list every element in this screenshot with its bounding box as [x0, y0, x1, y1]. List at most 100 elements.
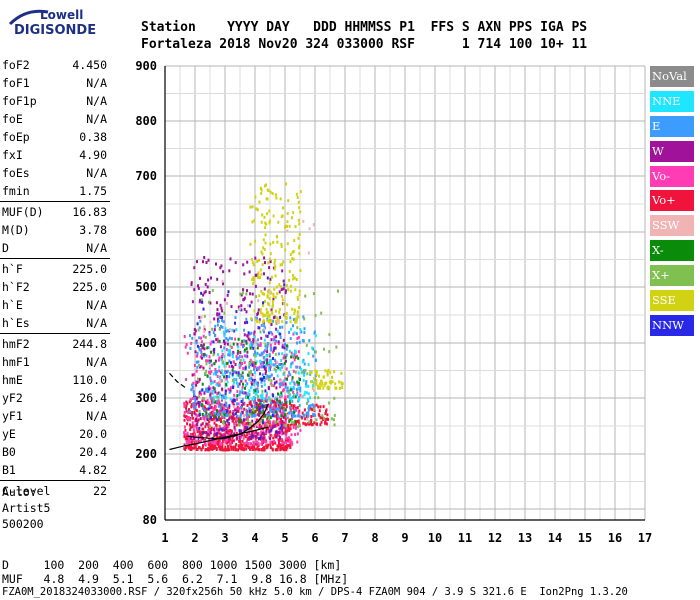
- echo-point: [256, 383, 259, 387]
- echo-point: [320, 383, 323, 387]
- echo-point: [240, 429, 243, 433]
- echo-point: [266, 416, 269, 420]
- echo-point: [285, 321, 288, 325]
- echo-point: [188, 417, 191, 421]
- echo-point: [209, 396, 212, 400]
- echo-point: [260, 397, 263, 401]
- echo-point: [271, 305, 274, 309]
- echo-point: [270, 338, 273, 342]
- param-name: foF1: [2, 76, 30, 90]
- echo-point: [271, 414, 274, 417]
- echo-point: [279, 263, 282, 267]
- echo-point: [300, 330, 303, 334]
- echo-point: [293, 349, 296, 353]
- echo-point: [280, 364, 283, 368]
- echo-point: [207, 415, 210, 419]
- echo-point: [205, 422, 208, 426]
- echo-point: [202, 307, 205, 311]
- echo-point: [272, 297, 275, 301]
- echo-point: [203, 325, 206, 329]
- echo-point: [211, 363, 213, 367]
- echo-point: [220, 370, 223, 374]
- echo-point: [183, 425, 186, 429]
- echo-point: [287, 389, 290, 393]
- echo-point: [229, 410, 232, 414]
- echo-point: [207, 428, 210, 432]
- autoscaling-info: Auto: Artist5 500200: [2, 484, 50, 532]
- echo-point: [284, 382, 287, 386]
- echo-point: [283, 354, 286, 358]
- echo-point: [223, 298, 226, 302]
- echo-point: [264, 342, 267, 346]
- param-name: MUF(D): [2, 205, 44, 219]
- echo-point: [261, 431, 264, 435]
- echo-point: [295, 365, 298, 369]
- echo-point: [228, 413, 231, 417]
- echo-point: [256, 319, 258, 323]
- echo-point: [228, 448, 231, 452]
- echo-point: [195, 419, 198, 423]
- echo-point: [237, 419, 240, 423]
- param-name: foEs: [2, 166, 30, 180]
- echo-point: [311, 386, 314, 390]
- echo-point: [245, 384, 247, 387]
- echo-point: [191, 373, 194, 377]
- echo-point: [278, 310, 281, 314]
- echo-point: [271, 434, 274, 438]
- echo-point: [256, 259, 259, 263]
- echo-point: [280, 414, 283, 418]
- echo-point: [268, 366, 271, 370]
- echo-point: [223, 334, 226, 338]
- echo-point: [280, 420, 282, 424]
- echo-point: [231, 378, 234, 382]
- echo-point: [303, 413, 306, 417]
- echo-point: [287, 426, 290, 430]
- echo-point: [238, 373, 240, 377]
- echo-point: [224, 421, 227, 425]
- echo-point: [293, 353, 296, 357]
- echo-point: [241, 371, 244, 375]
- echo-point: [208, 385, 211, 389]
- echo-point: [265, 183, 267, 187]
- echo-point: [277, 423, 280, 427]
- echo-point: [214, 441, 217, 445]
- echo-point: [246, 433, 249, 436]
- echo-point: [243, 433, 246, 437]
- echo-point: [224, 389, 227, 393]
- echo-point: [246, 424, 249, 428]
- echo-point: [260, 186, 262, 190]
- echo-point: [223, 363, 226, 367]
- echo-point: [241, 291, 244, 295]
- echo-point: [201, 388, 204, 392]
- echo-point: [238, 376, 241, 380]
- echo-point: [278, 363, 281, 366]
- echo-point: [237, 402, 240, 406]
- echo-point: [209, 393, 212, 397]
- echo-point: [286, 224, 288, 228]
- echo-point: [266, 398, 269, 402]
- echo-point: [305, 391, 308, 395]
- echo-point: [273, 335, 276, 339]
- echo-points: [183, 182, 344, 452]
- echo-point: [225, 377, 228, 381]
- echo-point: [199, 401, 201, 405]
- echo-point: [245, 317, 248, 321]
- echo-point: [295, 420, 298, 423]
- echo-point: [285, 401, 287, 405]
- echo-point: [216, 370, 218, 374]
- echo-point: [217, 444, 220, 448]
- echo-point: [299, 378, 301, 381]
- echo-point: [217, 442, 220, 446]
- echo-point: [185, 446, 188, 450]
- echo-point: [200, 439, 202, 443]
- legend-item-vo-: Vo+: [650, 190, 694, 212]
- echo-point: [199, 432, 202, 436]
- echo-point: [236, 343, 239, 347]
- echo-point: [257, 390, 259, 393]
- echo-point: [272, 319, 274, 323]
- echo-point: [275, 448, 278, 451]
- echo-point: [220, 306, 223, 310]
- echo-point: [208, 430, 211, 434]
- x-tick-label: 9: [401, 531, 408, 545]
- param-name: h`E: [2, 298, 23, 312]
